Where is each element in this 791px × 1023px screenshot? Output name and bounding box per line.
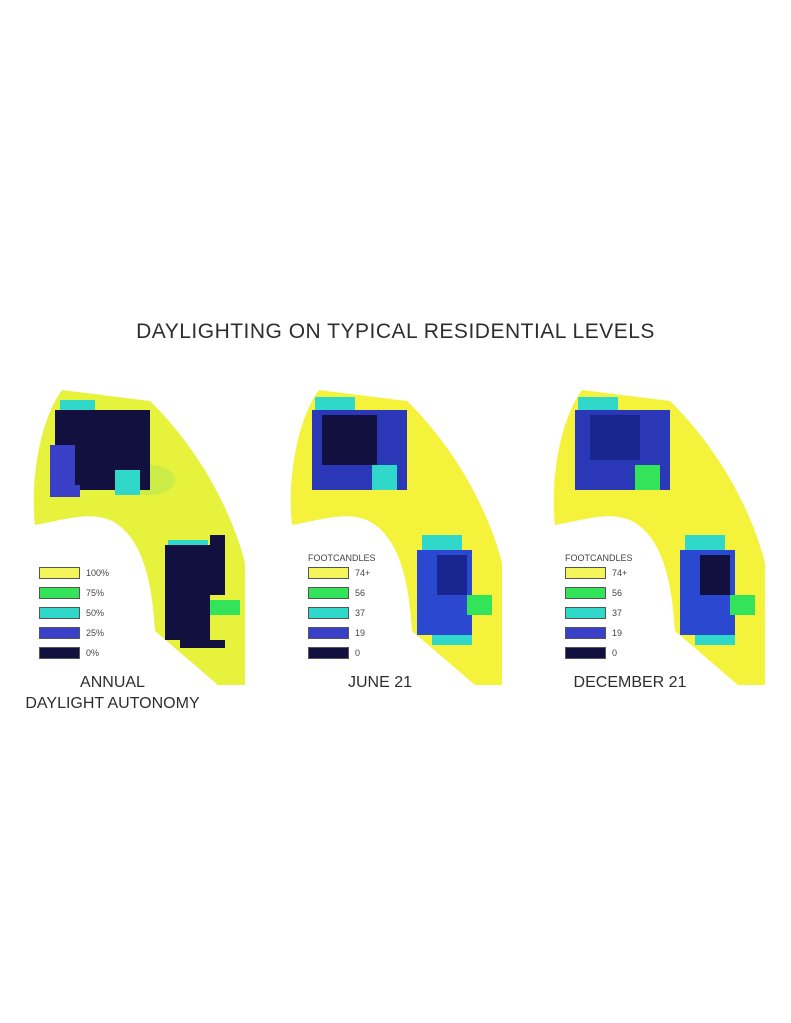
map-annual-daylight-autonomy <box>33 390 246 685</box>
legend-title: FOOTCANDLES <box>308 553 376 563</box>
legend-swatch <box>39 607 80 619</box>
legend-item: 56 <box>308 587 365 599</box>
legend-item: 37 <box>565 607 622 619</box>
legend-label: 19 <box>355 628 366 638</box>
legend-item: 50% <box>39 607 104 619</box>
legend-label: 56 <box>355 588 366 598</box>
caption-annual: ANNUAL DAYLIGHT AUTONOMY <box>0 672 225 714</box>
legend-title: FOOTCANDLES <box>565 553 633 563</box>
legend-item: 56 <box>565 587 622 599</box>
legend-swatch <box>565 587 606 599</box>
legend-swatch <box>308 647 349 659</box>
legend-label: 37 <box>612 608 623 618</box>
legend-item: 37 <box>308 607 365 619</box>
legend-swatch <box>565 567 606 579</box>
legend-swatch <box>308 607 349 619</box>
legend-label: 25% <box>86 628 105 638</box>
legend-label: 56 <box>612 588 623 598</box>
map-june-21 <box>290 390 502 685</box>
legend-label: 0% <box>86 648 100 658</box>
legend-item: 0 <box>308 647 360 659</box>
legend-item: 19 <box>308 627 365 639</box>
legend-item: 0% <box>39 647 99 659</box>
legend-item: 0 <box>565 647 617 659</box>
map-december-21 <box>553 390 765 685</box>
legend-label: 0 <box>355 648 361 658</box>
legend-item: 74+ <box>565 567 627 579</box>
legend-item: 25% <box>39 627 104 639</box>
caption-line: ANNUAL <box>80 674 145 691</box>
legend-swatch <box>39 627 80 639</box>
legend-swatch <box>39 647 80 659</box>
legend-item: 100% <box>39 567 109 579</box>
legend-label: 100% <box>86 568 110 578</box>
legend-swatch <box>39 587 80 599</box>
legend-swatch <box>308 627 349 639</box>
legend-swatch <box>308 567 349 579</box>
legend-label: 74+ <box>355 568 371 578</box>
figure-title: DAYLIGHTING ON TYPICAL RESIDENTIAL LEVEL… <box>136 320 655 343</box>
legend-label: 50% <box>86 608 105 618</box>
caption-june: JUNE 21 <box>347 674 413 691</box>
legend-swatch <box>565 647 606 659</box>
legend-item: 19 <box>565 627 622 639</box>
legend-item: 74+ <box>308 567 370 579</box>
caption-december: DECEMBER 21 <box>573 674 687 691</box>
legend-swatch <box>565 627 606 639</box>
legend-swatch <box>565 607 606 619</box>
legend-label: 19 <box>612 628 623 638</box>
legend-item: 75% <box>39 587 104 599</box>
legend-swatch <box>39 567 80 579</box>
legend-swatch <box>308 587 349 599</box>
legend-label: 74+ <box>612 568 628 578</box>
legend-label: 37 <box>355 608 366 618</box>
legend-label: 75% <box>86 588 105 598</box>
caption-line: DAYLIGHT AUTONOMY <box>25 695 200 712</box>
legend-label: 0 <box>612 648 618 658</box>
